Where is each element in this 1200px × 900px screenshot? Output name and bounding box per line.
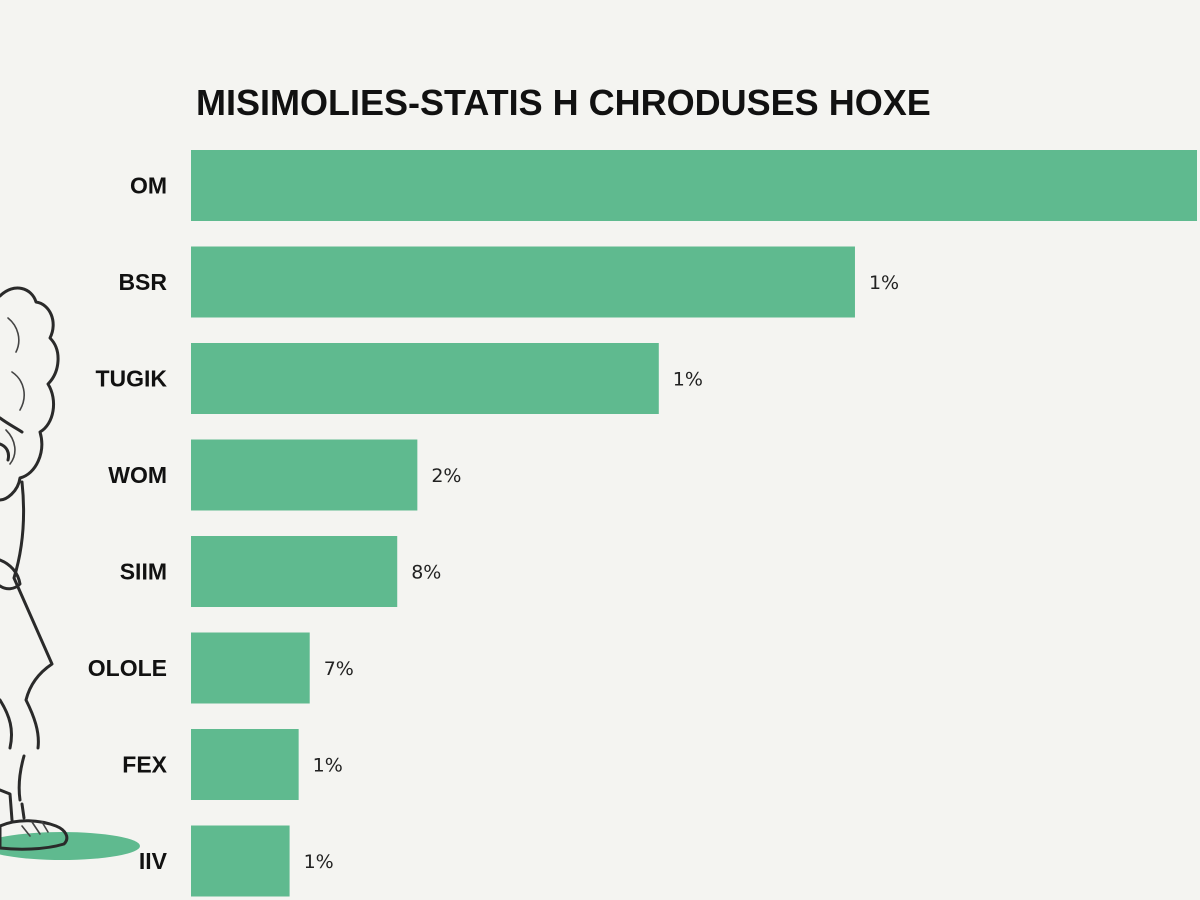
category-label-tugik: TUGIK (95, 366, 167, 392)
figure-hair-detail (5, 317, 25, 465)
cartoon-figure-illustration (0, 286, 140, 860)
bar-tugik (191, 343, 659, 414)
chart-title: MISIMOLIES-STATIS H CHRODUSES HOXE (196, 82, 931, 123)
figure-body (12, 480, 54, 750)
category-label-siim: SIIM (120, 559, 167, 585)
bars-group (191, 150, 1197, 897)
value-label-bsr: 1% (869, 272, 899, 294)
value-labels-group: 1% 1% 2% 8% 7% 1% 1% (304, 272, 900, 873)
bar-olole (191, 632, 310, 704)
category-label-iiv: IIV (139, 848, 168, 874)
figure-coat (0, 698, 26, 802)
figure-arm (0, 558, 22, 591)
category-label-fex: FEX (122, 752, 167, 778)
bar-wom (191, 439, 418, 511)
value-label-siim: 8% (411, 562, 441, 584)
category-label-olole: OLOLE (88, 655, 167, 681)
figure-shoe (0, 819, 69, 851)
figure-shoe-laces (21, 821, 49, 837)
bar-siim (191, 536, 398, 607)
figure-face (0, 416, 24, 462)
figure-hair (0, 286, 60, 502)
value-label-iiv: 1% (304, 851, 334, 873)
value-label-olole: 7% (324, 658, 354, 680)
bar-iiv (191, 825, 290, 897)
category-label-om: OM (130, 173, 167, 199)
category-label-wom: WOM (108, 462, 167, 488)
figure-leg (0, 788, 26, 822)
figure-shadow (0, 832, 140, 860)
value-label-fex: 1% (313, 755, 343, 777)
bar-fex (191, 729, 299, 800)
category-label-bsr: BSR (118, 269, 167, 295)
value-label-wom: 2% (431, 465, 461, 487)
category-labels-group: OM BSR TUGIK WOM SIIM OLOLE FEX IIV (88, 173, 168, 875)
value-label-tugik: 1% (673, 369, 703, 391)
bar-bsr (191, 246, 855, 318)
bar-om (191, 150, 1197, 221)
